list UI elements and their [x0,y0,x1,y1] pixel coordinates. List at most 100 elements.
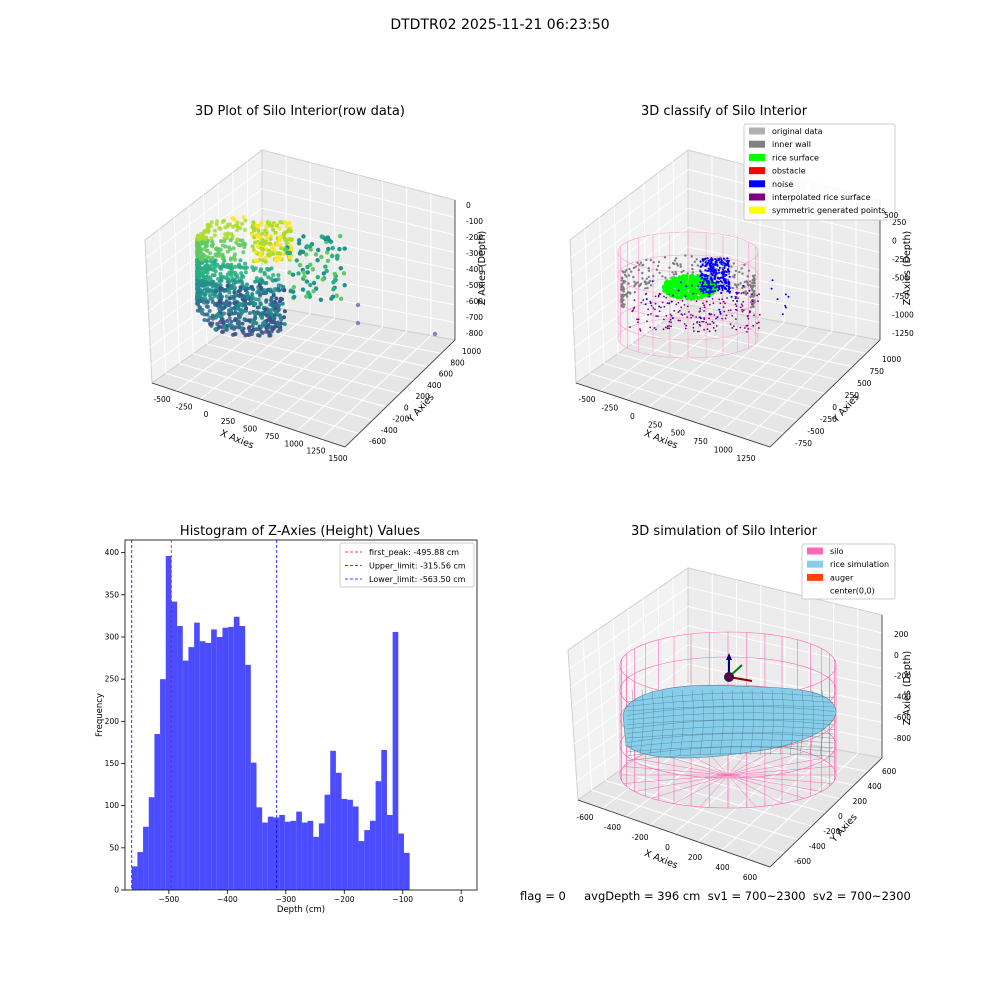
interpolated-point [633,299,636,301]
interpolated-point [683,304,686,306]
noise-point [770,287,773,290]
rice-mesh-line [799,689,804,756]
noise-point [716,316,719,319]
grid-line [645,333,839,381]
rice-surface-point [689,291,693,295]
rice-mesh-line [626,705,835,712]
raw-data-point [319,234,324,239]
rice-surface-point [688,284,692,288]
interpolated-point [696,321,699,323]
noise-point [722,257,726,260]
raw-data-point [278,235,283,240]
raw-data-point [225,262,230,267]
legend-label: inner wall [772,140,811,149]
rice-mesh-line [639,689,644,756]
raw-data-point [291,284,297,290]
z-tick-label: -750 [892,292,909,301]
inner-wall-point [655,268,659,271]
rice-surface-point [705,292,709,297]
noise-point [718,277,721,280]
rice-mesh-line [749,689,754,756]
noise-point [714,268,717,271]
raw-data-point [214,289,219,293]
rice-surface-point [691,275,695,279]
noise-point [713,276,716,279]
grid-line [572,644,689,726]
raw-data-point [208,296,213,301]
raw-data-point [278,220,283,225]
y-tick-label: 0 [114,886,119,895]
classify-plot-title: 3D classify of Silo Interior [640,104,808,119]
inner-wall-point [633,280,636,283]
z-tick-label: 200 [894,630,909,639]
noise-point [711,274,715,277]
raw-data-point [236,311,241,316]
interpolated-point [637,318,640,321]
raw-data-point [253,312,258,317]
raw-data-point [237,302,242,307]
interpolated-point [729,323,732,325]
interpolated-point [692,314,694,317]
raw-data-point [210,281,215,286]
raw-data-point [217,303,222,308]
noise-point [722,275,725,278]
interpolated-point [747,328,749,330]
raw-data-point [215,312,220,317]
raw-data-point [198,299,203,303]
noise-point [668,302,671,305]
raw-data-point [209,220,214,225]
legend-label: Upper_limit: -315.56 cm [369,562,466,571]
inner-wall-point [646,286,649,290]
histogram-bar [216,636,223,890]
interpolated-point [712,302,715,305]
raw-data-point [304,279,310,284]
histogram-bar [199,641,206,890]
x-axis-line [577,799,771,868]
raw-data-point [230,311,235,316]
inner-wall-point [691,271,695,274]
raw-data-point [255,279,260,284]
raw-data-point [227,322,232,327]
interpolated-point [668,325,671,327]
inner-wall-point [730,265,733,268]
inner-wall-point [746,275,749,278]
raw-data-point [195,301,200,306]
raw-data-point [242,294,247,299]
rice-mesh-line [699,689,704,756]
histogram-plot: −500 −400 −300 −200 −100 0 0 50 100 150 200 250 300 3… [95,539,478,915]
inner-wall-point [627,274,631,277]
silo-floor-spoke [727,774,805,799]
interpolated-point [695,300,698,303]
interpolated-point [734,295,737,298]
raw-data-point [287,257,292,262]
raw-data-point [227,316,232,321]
interpolated-point [686,305,689,308]
raw-data-point [284,241,289,246]
noise-point [710,285,713,288]
raw-data-point [231,246,236,251]
raw-data-point [258,241,263,246]
raw-data-point [215,322,220,326]
noise-point [718,308,721,311]
interpolated-point [663,295,665,298]
silo-floor-spoke [727,774,822,792]
x-tick-label: 750 [265,432,280,441]
x-tick-label: -400 [604,823,621,832]
inner-wall-point [644,287,647,290]
raw-data-point [200,240,205,245]
grid-line [673,739,786,834]
histogram-legend: first_peak: -495.88 cm Upper_limit: -315.… [339,542,475,588]
histogram-bar [364,830,370,890]
raw-data-point [207,264,212,269]
noise-point [700,277,703,280]
inner-wall-point [626,291,629,294]
histogram-bar [188,647,195,890]
grid-line [248,322,359,416]
inner-wall-point [641,277,644,280]
x-tick-label: -250 [175,402,192,411]
inner-wall-point [622,305,625,309]
center-marker [724,672,734,682]
inner-wall-point [751,281,754,285]
noise-point [684,295,687,298]
x-tick-label: 1000 [284,439,303,448]
